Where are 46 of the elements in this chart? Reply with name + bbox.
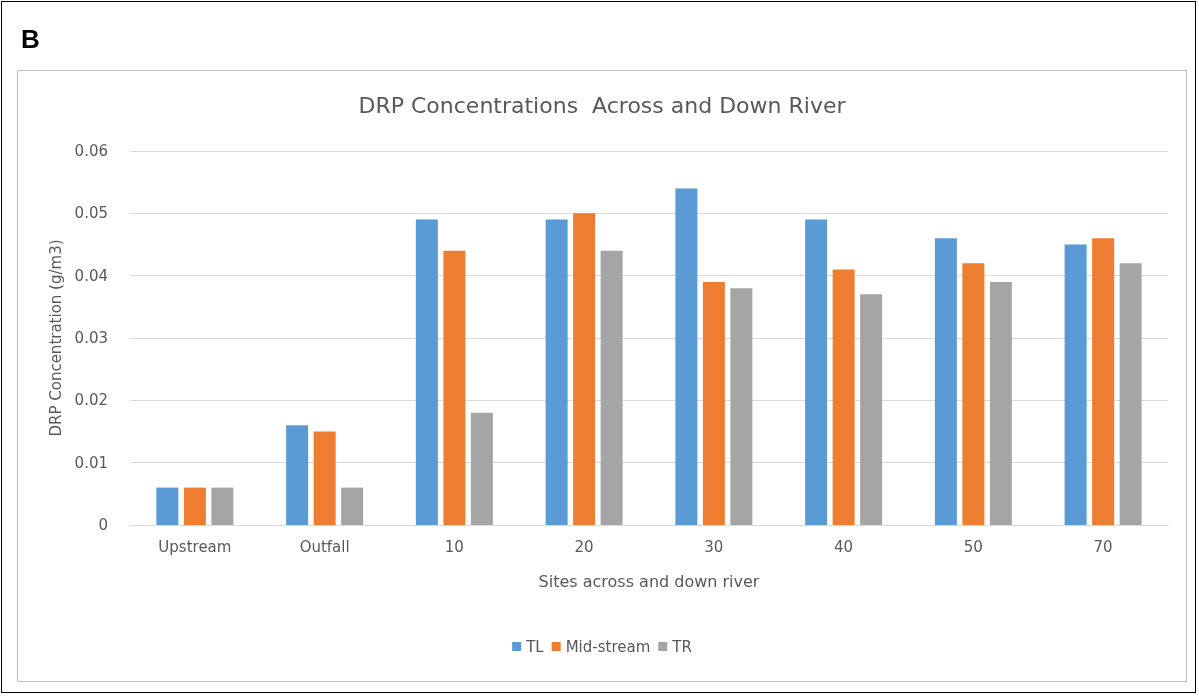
- x-tick-label: 20: [574, 537, 594, 556]
- bar: [156, 487, 179, 525]
- x-tick-label: Outfall: [299, 537, 350, 556]
- bar: [286, 425, 309, 525]
- bar: [962, 263, 985, 525]
- bar: [934, 238, 957, 525]
- text: B: [21, 24, 40, 55]
- x-tick-label: Upstream: [158, 537, 232, 556]
- bar: [211, 487, 234, 525]
- bar: [600, 250, 623, 525]
- x-tick-label: 30: [704, 537, 724, 556]
- bar: [832, 269, 855, 525]
- y-tick-label: 0.02: [74, 391, 108, 410]
- bar: [341, 487, 364, 525]
- bar: [860, 294, 883, 525]
- legend-label: TL: [525, 637, 545, 656]
- y-tick-label: 0.01: [74, 453, 108, 472]
- x-axis-title: Sites across and down river: [538, 571, 760, 591]
- bar: [415, 219, 438, 525]
- bar: [545, 219, 568, 525]
- bar: [1119, 263, 1142, 525]
- bar: [702, 281, 725, 525]
- bar: [1092, 238, 1115, 525]
- bar: [989, 281, 1012, 525]
- y-tick-label: 0: [98, 516, 108, 534]
- y-tick-label: 0.06: [74, 142, 108, 160]
- x-tick-label: 10: [444, 537, 464, 556]
- bar: [443, 250, 466, 525]
- chart-title: DRP Concentrations Across and Down River: [358, 92, 847, 118]
- bar: [573, 213, 596, 525]
- x-tick-label: 40: [834, 537, 854, 556]
- y-tick-label: 0.03: [74, 329, 108, 347]
- bar: [183, 487, 206, 525]
- bar: [675, 188, 698, 525]
- bar: [805, 219, 828, 525]
- y-tick-label: 0.04: [74, 266, 108, 285]
- x-tick-label: 50: [963, 537, 983, 556]
- bar: [470, 412, 493, 525]
- bar: [730, 288, 753, 525]
- bar: [313, 431, 336, 525]
- y-axis-title: DRP Concentration (g/m3): [47, 239, 66, 437]
- legend-label: TR: [671, 637, 692, 656]
- bar: [1064, 244, 1087, 525]
- x-tick-label: 70: [1093, 537, 1113, 556]
- legend-label: Mid-stream: [565, 637, 651, 656]
- y-tick-label: 0.05: [74, 204, 108, 223]
